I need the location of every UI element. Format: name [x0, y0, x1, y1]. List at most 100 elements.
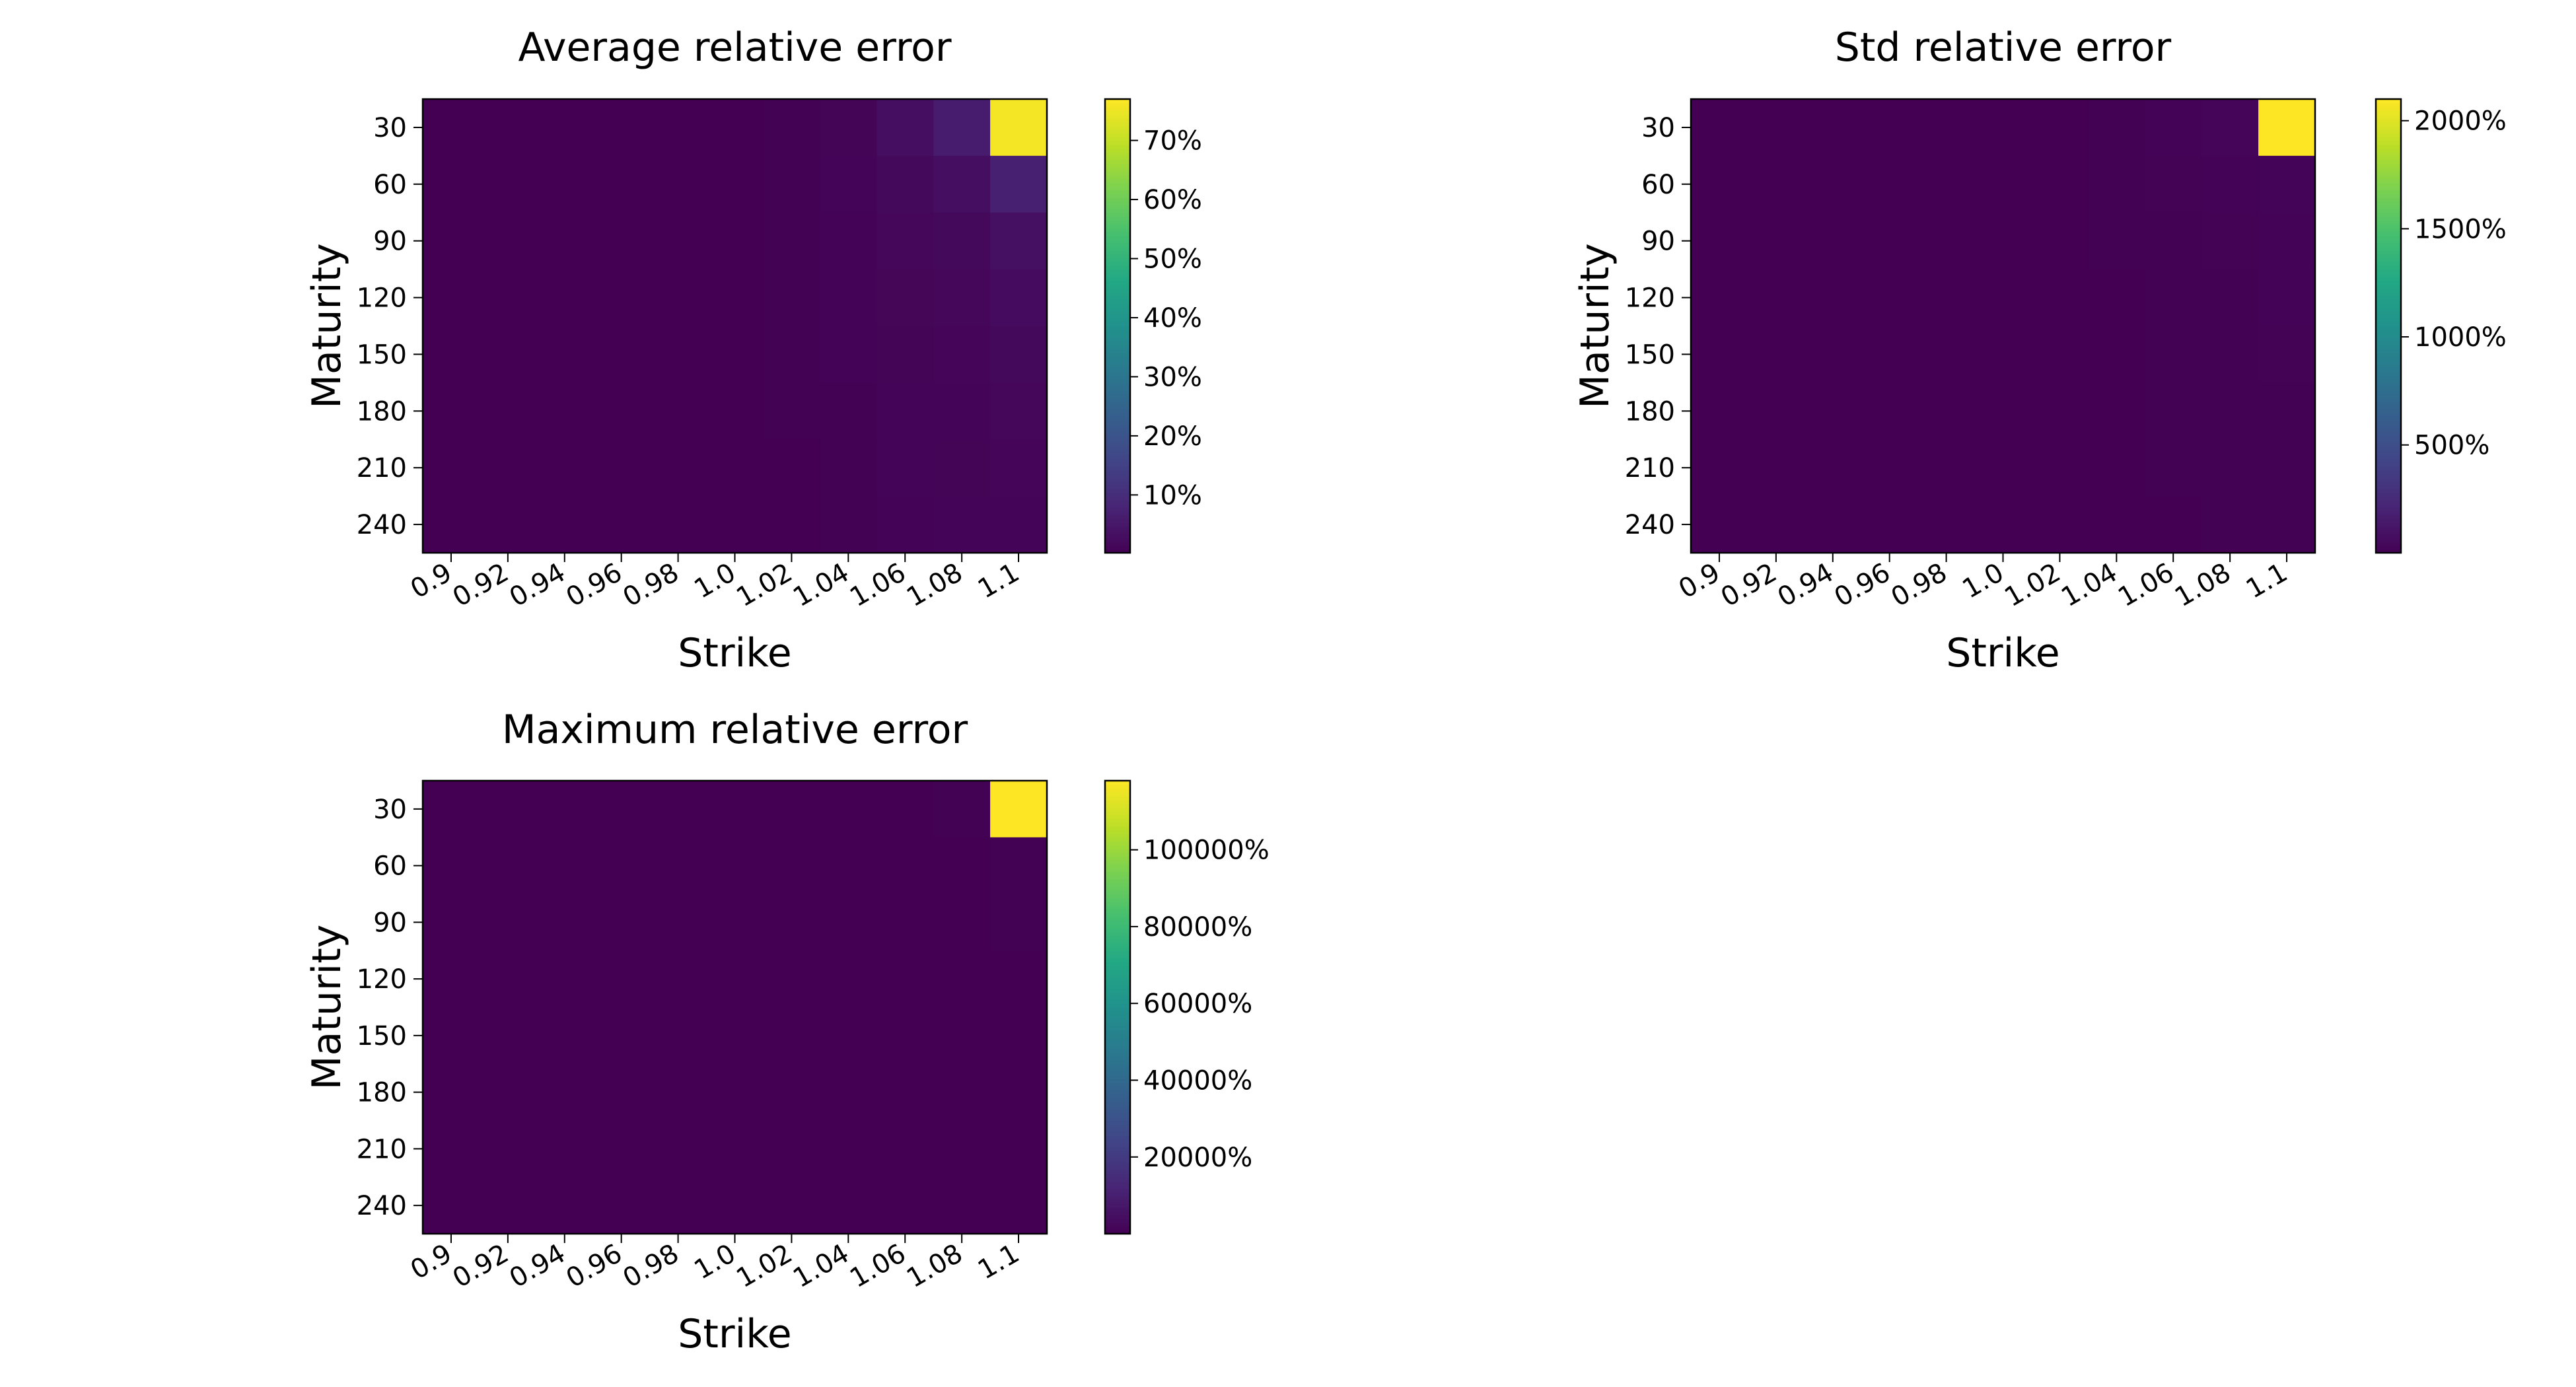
heatmap-cell — [423, 382, 480, 440]
heatmap-cell — [1974, 382, 2032, 440]
colorbar-segment — [2376, 390, 2401, 395]
heatmap-cell — [2201, 155, 2259, 213]
heatmap-cell — [763, 382, 820, 440]
heatmap-cell — [479, 1120, 537, 1178]
heatmap-cell — [423, 837, 480, 895]
colorbar-segment — [1105, 416, 1130, 421]
colorbar-segment — [2376, 348, 2401, 353]
colorbar-segment — [2376, 413, 2401, 417]
x-axis-label: Strike — [1946, 630, 2059, 676]
heatmap-cell — [763, 950, 820, 1008]
y-tick-label: 150 — [357, 339, 407, 370]
colorbar-segment — [2376, 330, 2401, 334]
x-tick-label: 0.96 — [561, 557, 627, 613]
colorbar-segment — [1105, 1139, 1130, 1144]
heatmap-cell — [877, 1007, 934, 1065]
heatmap-cell — [1691, 212, 1748, 270]
colorbar-segment — [1105, 326, 1130, 331]
colorbar-segment — [2376, 352, 2401, 357]
y-tick-label: 240 — [1625, 510, 1675, 540]
colorbar-segment — [2376, 152, 2401, 157]
colorbar-segment — [2376, 428, 2401, 433]
colorbar-segment — [2376, 114, 2401, 119]
heatmap-cell — [649, 894, 707, 951]
colorbar-segment — [2376, 163, 2401, 168]
colorbar-segment — [2376, 405, 2401, 410]
colorbar-segment — [2376, 102, 2401, 108]
colorbar-segment — [1105, 1131, 1130, 1137]
x-tick-label: 1.04 — [788, 1238, 854, 1294]
heatmap-cell — [649, 1177, 707, 1234]
heatmap-cell — [2031, 326, 2089, 383]
heatmap-cell — [1747, 212, 1805, 270]
heatmap-cell — [877, 894, 934, 951]
colorbar-segment — [1105, 273, 1130, 277]
heatmap-cell — [1747, 269, 1805, 327]
x-tick-label: 0.92 — [1716, 557, 1782, 613]
colorbar-segment — [1105, 807, 1130, 812]
colorbar-segment — [1105, 1014, 1130, 1019]
colorbar-tick-label: 20% — [1143, 421, 1202, 452]
heatmap-cell — [877, 99, 934, 157]
y-tick-label: 30 — [1641, 113, 1675, 143]
colorbar-segment — [1105, 190, 1130, 194]
heatmap-cell — [592, 894, 651, 951]
y-tick-label: 30 — [373, 113, 407, 143]
colorbar-segment — [1105, 973, 1130, 978]
colorbar-segment — [2376, 462, 2401, 467]
colorbar-segment — [2376, 205, 2401, 209]
colorbar-segment — [2376, 398, 2401, 402]
heatmap-cell — [423, 99, 480, 157]
colorbar-segment — [1105, 526, 1130, 531]
heatmap-cell — [2088, 269, 2145, 327]
colorbar-segment — [1105, 1007, 1130, 1012]
colorbar-tick-label: 40% — [1143, 303, 1202, 334]
colorbar-segment — [1105, 1048, 1130, 1053]
heatmap-cell — [1804, 155, 1862, 213]
x-tick-label: 1.04 — [788, 557, 854, 613]
heatmap-cell — [990, 382, 1048, 440]
colorbar-segment — [2376, 363, 2401, 369]
heatmap-cell — [423, 439, 480, 497]
colorbar-segment — [1105, 496, 1130, 501]
colorbar-segment — [1105, 795, 1130, 800]
heatmap-cell — [536, 1063, 594, 1121]
colorbar-segment — [2376, 473, 2401, 478]
heatmap-cell — [706, 269, 764, 327]
colorbar-segment — [2376, 360, 2401, 365]
colorbar-segment — [1105, 905, 1130, 910]
colorbar-segment — [1105, 291, 1130, 297]
x-tick-label: 0.9 — [1674, 557, 1725, 605]
heatmap-cell — [1861, 155, 1919, 213]
heatmap-cell — [592, 1177, 651, 1234]
heatmap-cell — [1917, 382, 1976, 440]
colorbar-segment — [1105, 450, 1130, 455]
heatmap-cell — [479, 212, 537, 270]
colorbar-segment — [1105, 1199, 1130, 1205]
colorbar-segment — [1105, 803, 1130, 808]
heatmap-cell — [1861, 382, 1919, 440]
colorbar-segment — [1105, 534, 1130, 538]
colorbar-segment — [2376, 133, 2401, 138]
colorbar-segment — [1105, 152, 1130, 157]
colorbar-segment — [2376, 238, 2401, 244]
heatmap-cell — [706, 894, 764, 951]
colorbar-segment — [1105, 1094, 1130, 1098]
heatmap-cell — [536, 326, 594, 383]
heatmap-cell — [2201, 212, 2259, 270]
heatmap-cell — [1804, 382, 1862, 440]
heatmap-cell — [990, 1007, 1048, 1065]
heatmap-cell — [1804, 326, 1862, 383]
heatmap-cell — [1804, 269, 1862, 327]
colorbar-segment — [1105, 1086, 1130, 1091]
heatmap-cell — [479, 496, 537, 553]
colorbar-segment — [2376, 110, 2401, 115]
y-tick-label: 120 — [357, 283, 407, 314]
colorbar-segment — [1105, 209, 1130, 213]
colorbar-segment — [1105, 363, 1130, 369]
colorbar-segment — [1105, 886, 1130, 891]
heatmap-cell — [1917, 326, 1976, 383]
colorbar-segment — [1105, 360, 1130, 365]
heatmap-cell — [990, 894, 1048, 951]
heatmap-cell — [877, 837, 934, 895]
